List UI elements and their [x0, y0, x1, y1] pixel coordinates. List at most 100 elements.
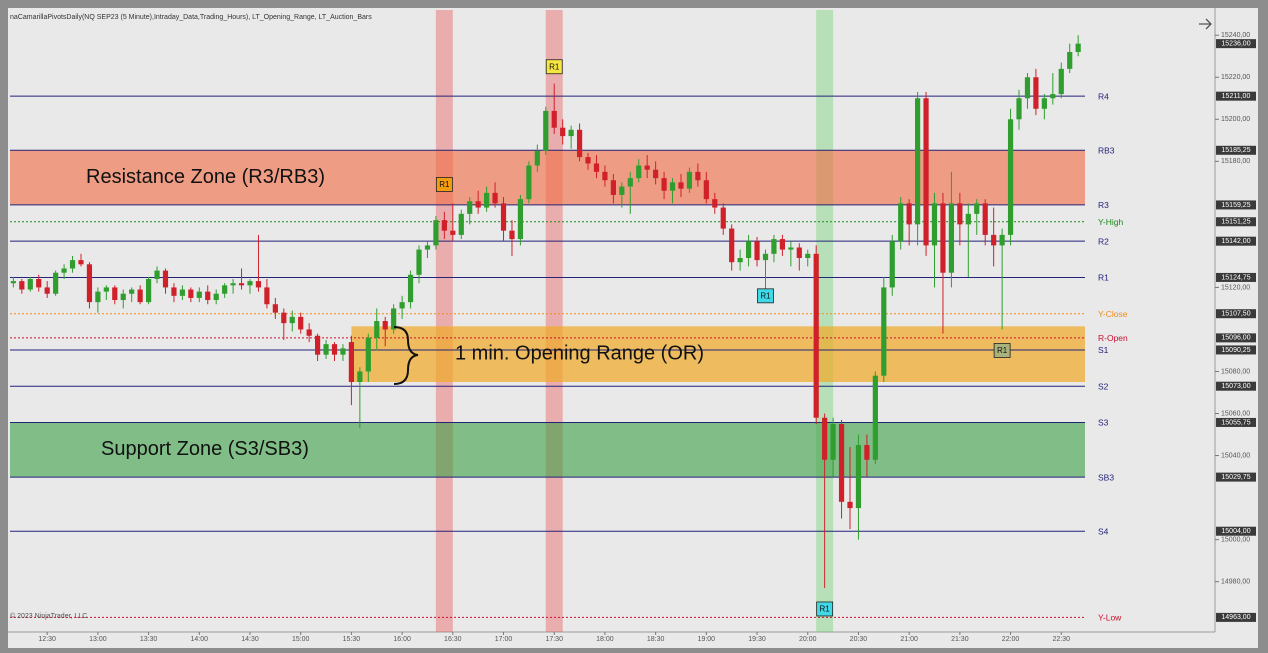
candle-body — [36, 279, 42, 288]
candle-body — [813, 253, 819, 418]
candle-body — [534, 150, 540, 166]
level-value-box — [1216, 472, 1256, 482]
signal-box — [435, 177, 453, 192]
candle-body — [145, 279, 152, 303]
chart-header: naCamarillaPivotsDaily(NQ SEP23 (5 Minut… — [10, 14, 372, 21]
y-tick-label: 15220,00 — [1221, 74, 1250, 81]
candle-body — [1007, 119, 1014, 235]
candle-body — [458, 213, 464, 235]
levels — [10, 95, 1085, 618]
candle-body — [644, 165, 650, 170]
y-tick-label: 15080,00 — [1221, 368, 1250, 375]
candle-body — [1058, 68, 1064, 95]
x-tick-label: 12:30 — [38, 636, 56, 643]
x-tick-label: 13:00 — [89, 636, 107, 643]
candle-body — [754, 241, 760, 261]
candle-body — [636, 165, 642, 179]
y-tick-label: 15200,00 — [1221, 116, 1250, 123]
candle-body — [957, 203, 963, 225]
level-value-box — [1216, 345, 1256, 355]
candle-body — [433, 220, 439, 246]
candle-body — [898, 203, 904, 242]
candle-body — [365, 337, 371, 372]
level-name: R4 — [1098, 91, 1109, 101]
candle-body — [27, 279, 33, 290]
zone — [351, 326, 1085, 382]
candle-body — [526, 165, 532, 200]
level-value: 15142,00 — [1221, 238, 1250, 245]
candle-body — [78, 260, 84, 265]
candle-body — [1033, 77, 1039, 109]
level-value: 15090,25 — [1221, 347, 1250, 354]
x-tick-label: 14:30 — [241, 636, 259, 643]
level-name: Y-Close — [1098, 309, 1128, 319]
candle-body — [1067, 52, 1073, 69]
candle-body — [982, 203, 988, 235]
highlight-band — [435, 10, 453, 632]
y-tick-label: 15240,00 — [1221, 32, 1250, 39]
candle-body — [500, 203, 507, 231]
candle-body — [10, 281, 16, 284]
candle-body — [475, 201, 481, 208]
candle-body — [53, 272, 59, 294]
level-value: 15029,75 — [1221, 474, 1250, 481]
x-tick-label: 18:30 — [647, 636, 665, 643]
candle-body — [95, 291, 101, 303]
candle-body — [796, 247, 802, 258]
candle-body — [593, 163, 600, 172]
x-tick-label: 21:30 — [951, 636, 969, 643]
candle-body — [171, 287, 177, 296]
candle-body — [686, 171, 693, 189]
candle-body — [179, 289, 185, 296]
candle-body — [137, 289, 143, 303]
candle-body — [374, 321, 380, 338]
x-tick-label: 21:00 — [900, 636, 918, 643]
x-tick-label: 17:30 — [545, 636, 563, 643]
candle-body — [289, 316, 295, 324]
level-name: R1 — [1098, 273, 1109, 283]
copyright: © 2023 NinjaTrader, LLC — [10, 612, 87, 620]
candle-body — [315, 335, 321, 355]
level-value: 15004,00 — [1221, 528, 1250, 535]
candle-body — [424, 245, 431, 250]
level-value: 15124,75 — [1221, 274, 1250, 281]
signal-label: R1 — [760, 291, 771, 300]
candle-body — [1050, 94, 1056, 99]
candle-body — [788, 247, 794, 250]
candle-body — [729, 228, 735, 263]
candle-body — [1041, 98, 1047, 109]
last-price-box — [1216, 39, 1256, 49]
level-name: R2 — [1098, 236, 1109, 246]
level-value: 15096,00 — [1221, 335, 1250, 342]
candle-body — [188, 289, 194, 298]
level-value-box — [1216, 309, 1256, 319]
candle-body — [653, 169, 659, 179]
candle-body — [602, 171, 608, 181]
candles — [10, 35, 1081, 588]
candle-body — [484, 192, 490, 208]
level-name: RB3 — [1098, 146, 1115, 156]
candle-body — [357, 371, 363, 382]
candle-body — [864, 445, 870, 460]
candle-body — [391, 308, 397, 330]
candle-body — [720, 207, 726, 229]
candle-body — [154, 270, 160, 280]
range-brace — [393, 326, 419, 385]
signal-label: R1 — [549, 62, 560, 71]
candle-body — [247, 281, 253, 286]
candle-body — [509, 230, 515, 240]
x-tick-label: 19:00 — [698, 636, 716, 643]
candle-body — [129, 289, 135, 294]
zone-label: Support Zone (S3/SB3) — [101, 438, 309, 460]
candle-body — [712, 199, 718, 208]
candle-body — [779, 239, 785, 250]
candle-body — [222, 285, 228, 294]
candle-body — [416, 249, 422, 275]
expand-icon[interactable] — [1199, 18, 1212, 30]
level-name: S1 — [1098, 345, 1109, 355]
signal-label: R1 — [820, 605, 831, 614]
candle-body — [948, 203, 955, 273]
signal-box — [545, 59, 563, 75]
